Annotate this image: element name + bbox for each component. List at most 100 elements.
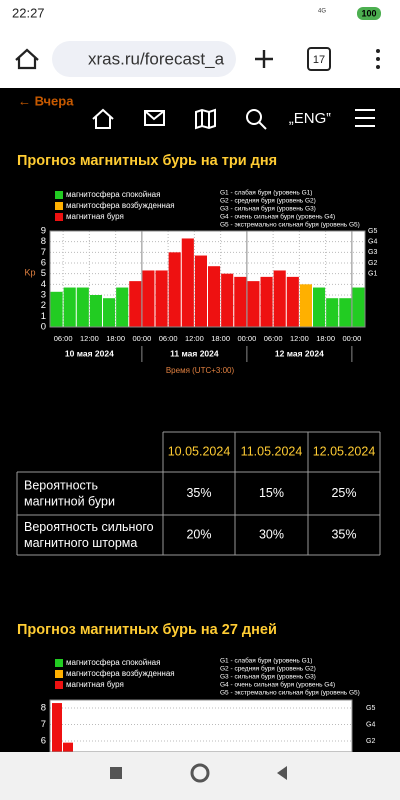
- kp-bar: [76, 287, 89, 327]
- y-tick-label: 5: [41, 268, 46, 279]
- battery: [357, 7, 381, 20]
- kp-bar: [181, 238, 194, 327]
- g-legend-label: G1 - слабая буря (уровень G1): [220, 657, 312, 665]
- x-tick-label: 00:00: [132, 334, 151, 343]
- y-tick-label: 9: [41, 226, 46, 237]
- kp-bar: [129, 281, 142, 327]
- kp-bar: [155, 270, 168, 327]
- legend-label: магнитная буря: [66, 212, 124, 221]
- home-system-button[interactable]: [190, 763, 210, 783]
- y-tick-label: 6: [41, 258, 46, 269]
- plot-area: [50, 231, 365, 327]
- kp-bar: [116, 287, 129, 327]
- back-link[interactable]: ← Вчера: [18, 93, 74, 108]
- cell: 35%: [186, 486, 211, 500]
- kp-bar: [339, 298, 352, 327]
- g-legend-label: G4 - очень сильная буря (уровень G4): [220, 681, 335, 689]
- legend-swatch: [55, 681, 63, 689]
- y-tick-label: 7: [41, 719, 46, 730]
- tabs-button[interactable]: [307, 47, 331, 71]
- legend-swatch: [55, 202, 63, 210]
- legend-label: магнитосфера возбужденная: [66, 669, 175, 678]
- battery-level: 100: [361, 8, 376, 18]
- x-tick-label: 06:00: [159, 334, 178, 343]
- legend-swatch: [55, 213, 63, 221]
- day-label: 12 мая 2024: [275, 348, 324, 358]
- x-tick-label: 18:00: [211, 334, 230, 343]
- x-tick-label: 06:00: [54, 334, 73, 343]
- legend-swatch: [55, 659, 63, 667]
- recents-button[interactable]: [110, 767, 122, 779]
- url: xras.ru/forecast_a: [88, 49, 225, 68]
- x-tick-label: 18:00: [316, 334, 335, 343]
- kp-bar: [326, 298, 339, 327]
- g-legend-label: G5 - экстремально сильная буря (уровень …: [220, 689, 360, 697]
- new-tab[interactable]: [255, 50, 273, 68]
- legend-label: магнитосфера возбужденная: [66, 201, 175, 210]
- kp-bar: [208, 266, 221, 327]
- kp-bar: [63, 742, 73, 752]
- back-system-button[interactable]: [277, 766, 287, 780]
- x-tick-label: 06:00: [264, 334, 283, 343]
- network: 4G: [318, 9, 326, 15]
- g-legend-label: G4 - очень сильная буря (уровень G4): [220, 213, 335, 221]
- y-tick-label: 1: [41, 311, 46, 322]
- y-tick-label: 8: [41, 236, 46, 247]
- kp-bar: [234, 276, 247, 327]
- url-bar[interactable]: [52, 41, 236, 77]
- g-tick-label: G1: [368, 271, 377, 278]
- menu-dots[interactable]: [376, 49, 380, 69]
- cell: 20%: [186, 527, 211, 541]
- kp-bar: [50, 291, 63, 327]
- g-tick-label: G5: [366, 705, 375, 712]
- g-tick-label: G5: [368, 228, 377, 235]
- legend-label: магнитная буря: [66, 680, 124, 689]
- g-legend-label: G2 - средняя буря (уровень G2): [220, 197, 316, 205]
- y-tick-label: 4: [41, 279, 46, 290]
- plot-area: [50, 700, 352, 752]
- kp-bar: [247, 281, 260, 327]
- kp-bar: [352, 287, 365, 327]
- kp-bar: [221, 273, 234, 327]
- lang-switch[interactable]: „ENG‟: [289, 110, 332, 127]
- g-tick-label: G2: [366, 738, 375, 745]
- kp-bar: [142, 270, 155, 327]
- g-legend-label: G3 - сильная буря (уровень G3): [220, 205, 316, 213]
- day-label: 10 мая 2024: [65, 348, 114, 358]
- section-title: Прогноз магнитных бурь на 27 дней: [17, 622, 277, 638]
- legend-swatch: [55, 670, 63, 678]
- cell: 35%: [331, 527, 356, 541]
- kp-bar: [313, 287, 326, 327]
- system-nav: [0, 752, 400, 800]
- x-tick-label: 18:00: [106, 334, 125, 343]
- kp-bar: [168, 252, 181, 327]
- x-tick-label: 00:00: [237, 334, 256, 343]
- row-label: Вероятность магнитной бури: [24, 479, 115, 509]
- home-button[interactable]: [15, 48, 39, 70]
- clock: 22:27: [12, 5, 45, 20]
- y-tick-label: 7: [41, 247, 46, 258]
- y-tick-label: 6: [41, 736, 46, 747]
- x-tick-label: 12:00: [185, 334, 204, 343]
- g-legend-label: G1 - слабая буря (уровень G1): [220, 189, 312, 197]
- cell: 25%: [331, 486, 356, 500]
- g-tick-label: G2: [368, 260, 377, 267]
- table-header: 11.05.2024: [241, 444, 303, 458]
- day-label: 11 мая 2024: [170, 348, 219, 358]
- kp-bar: [286, 276, 299, 327]
- legend-swatch: [55, 191, 63, 199]
- kp-bar: [63, 287, 76, 327]
- row-label: Вероятность сильного магнитного шторма: [24, 520, 154, 550]
- g-legend-label: G2 - средняя буря (уровень G2): [220, 665, 316, 673]
- g-tick-label: G4: [366, 721, 375, 728]
- cell: 15%: [259, 486, 284, 500]
- y-axis-label: Kp: [24, 267, 35, 277]
- cell: 30%: [259, 527, 284, 541]
- g-tick-label: G4: [368, 239, 377, 246]
- table-header: 10.05.2024: [168, 444, 231, 458]
- x-tick-label: 12:00: [290, 334, 309, 343]
- section-title: Прогноз магнитных бурь на три дня: [17, 153, 277, 169]
- y-tick-label: 0: [41, 322, 46, 333]
